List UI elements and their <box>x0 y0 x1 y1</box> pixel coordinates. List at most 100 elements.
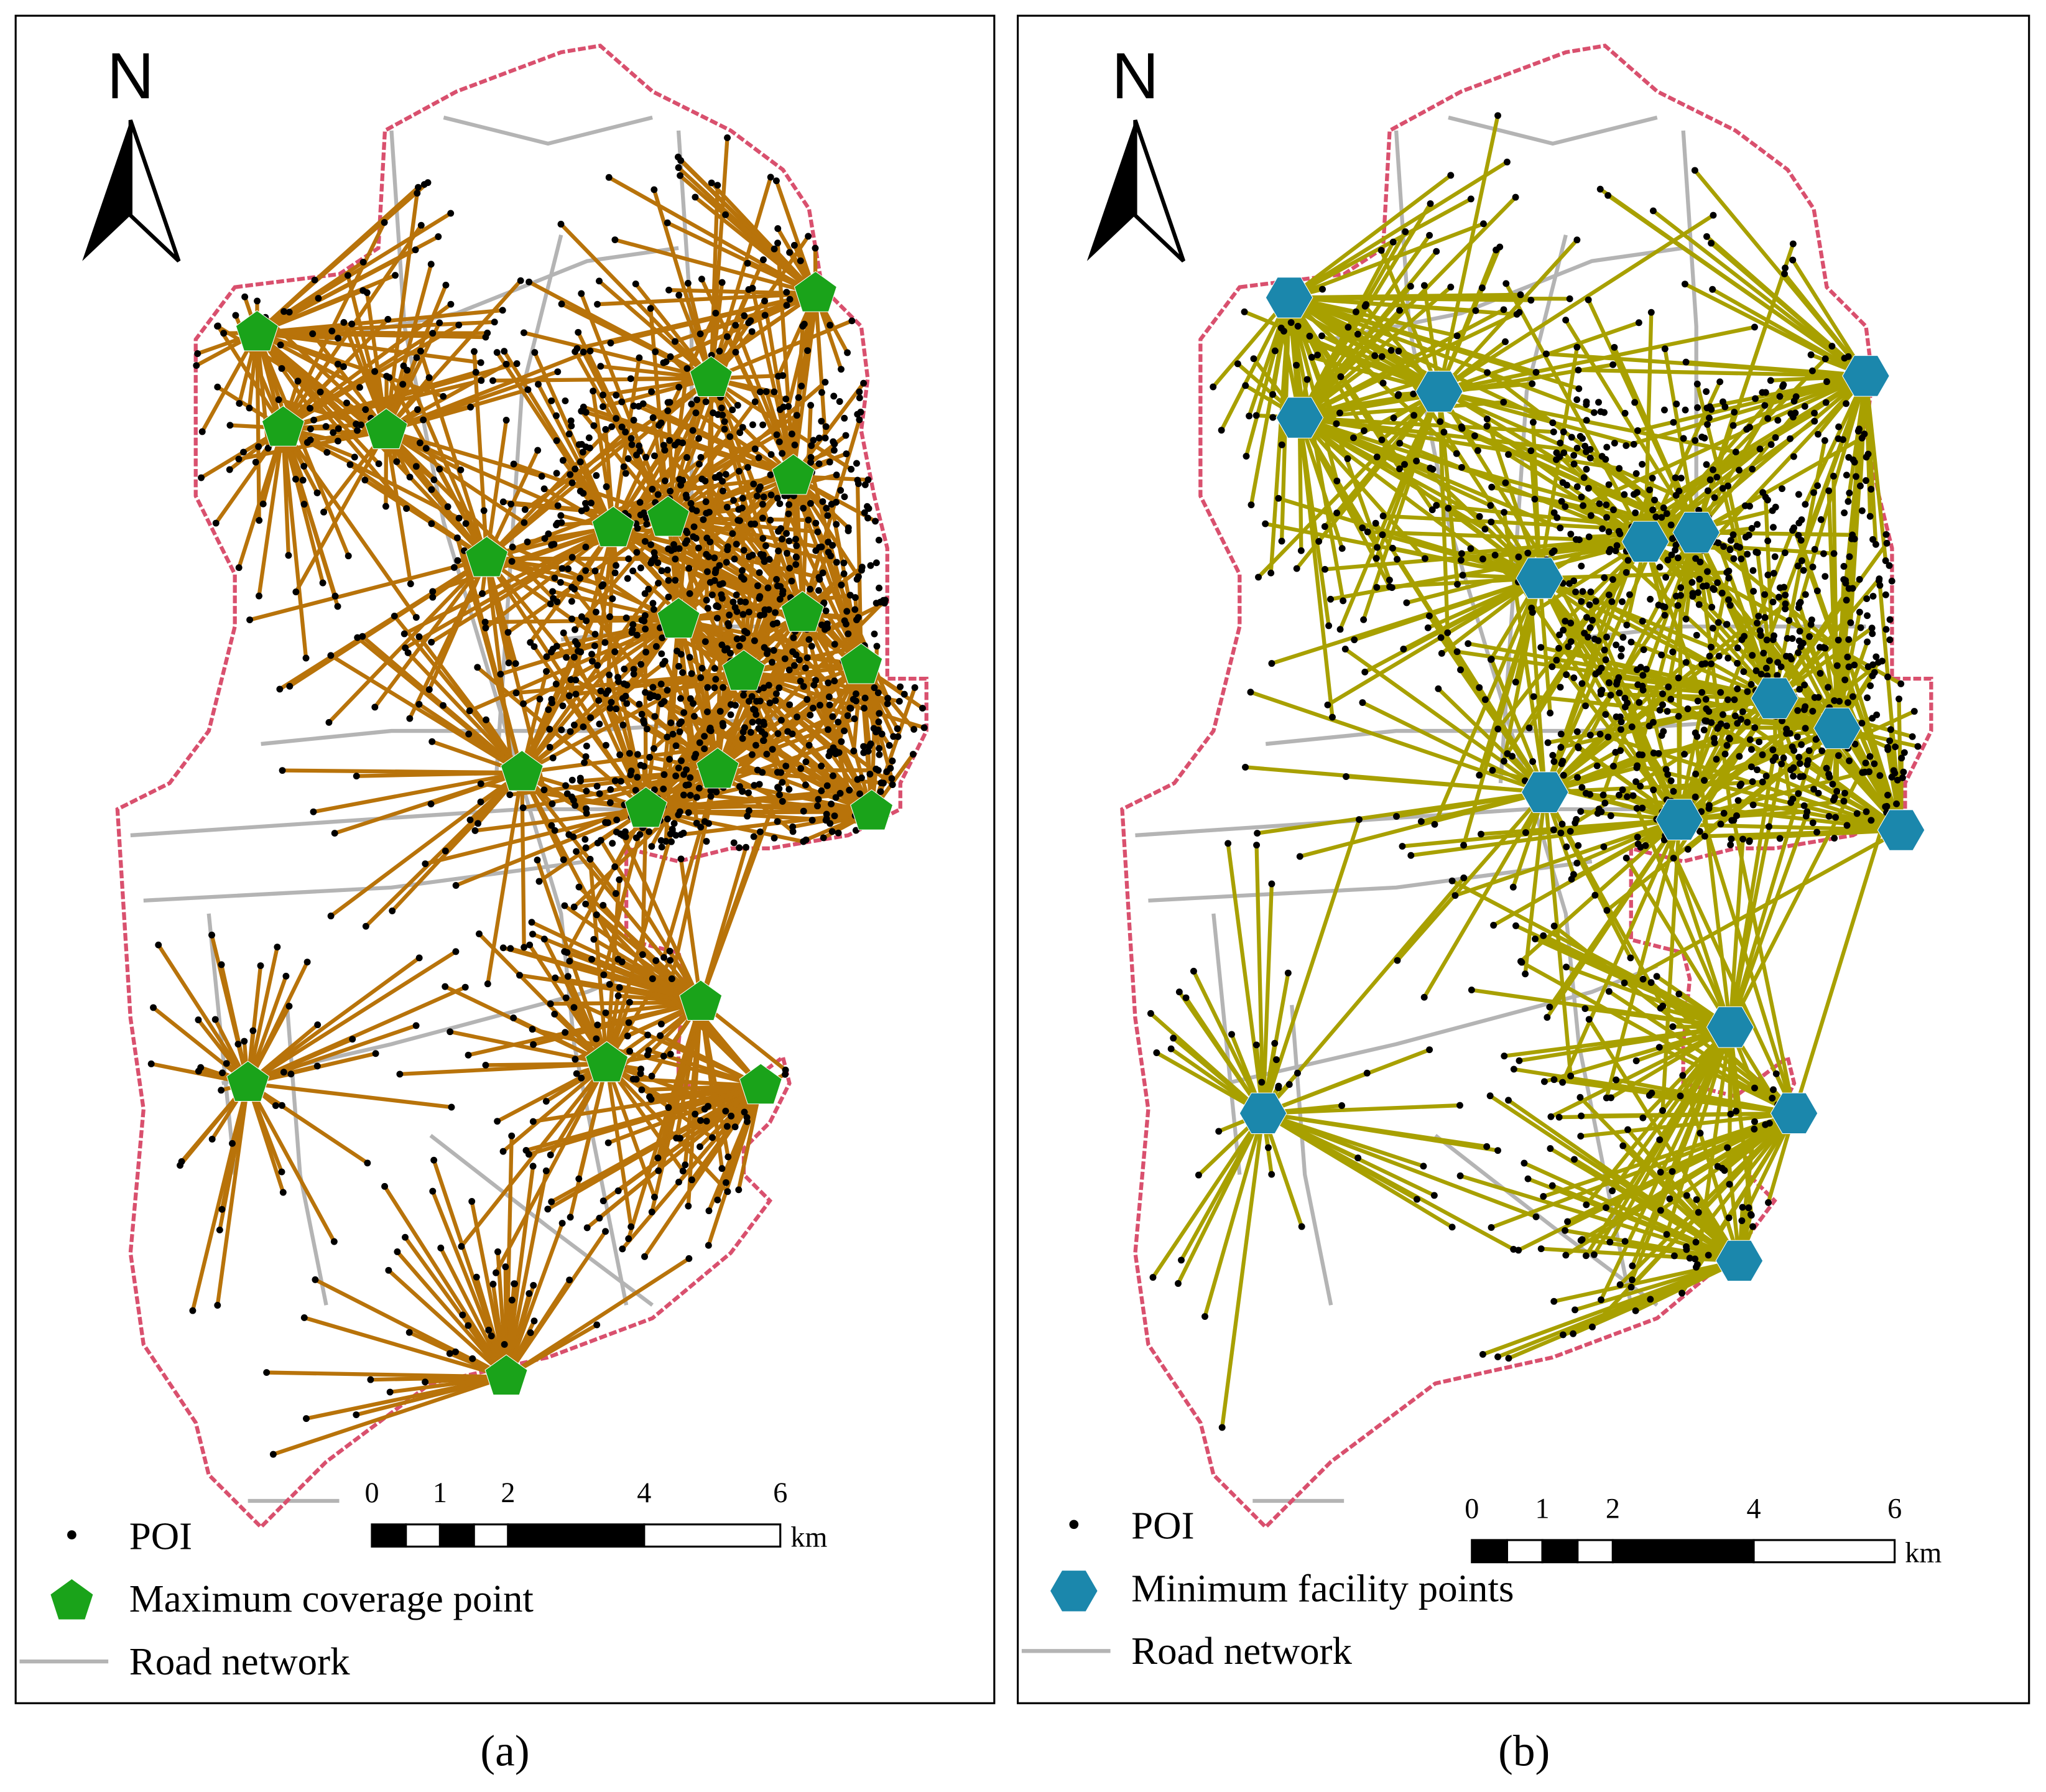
poi <box>843 450 850 458</box>
poi <box>877 598 884 606</box>
poi <box>734 516 742 524</box>
allocation-line <box>1739 717 1902 832</box>
poi <box>1705 708 1713 715</box>
poi <box>672 555 679 563</box>
poi <box>1781 270 1788 277</box>
poi <box>773 576 780 583</box>
poi <box>1275 1082 1282 1090</box>
poi <box>1613 713 1620 720</box>
poi <box>1797 537 1805 544</box>
poi <box>396 1070 404 1078</box>
poi <box>1557 730 1565 738</box>
poi <box>512 689 520 697</box>
poi <box>1774 417 1782 424</box>
poi <box>382 503 389 510</box>
poi <box>1658 651 1665 659</box>
poi <box>626 1047 634 1055</box>
poi <box>1294 322 1302 330</box>
poi <box>1559 1079 1567 1086</box>
poi <box>1845 663 1853 671</box>
allocation-line <box>505 1256 690 1379</box>
poi <box>1821 355 1829 363</box>
poi <box>1528 605 1535 612</box>
poi <box>853 575 861 583</box>
poi <box>1596 730 1604 738</box>
poi <box>572 1056 579 1063</box>
poi <box>1752 549 1760 556</box>
poi <box>1363 1069 1371 1077</box>
poi <box>1563 963 1570 971</box>
poi <box>667 488 674 495</box>
poi <box>819 569 826 577</box>
poi <box>641 537 649 545</box>
poi <box>800 683 807 690</box>
poi <box>1733 1108 1740 1115</box>
poi <box>622 470 629 477</box>
poi <box>412 614 420 621</box>
poi <box>319 579 326 587</box>
poi <box>606 705 614 712</box>
poi <box>1565 643 1572 650</box>
poi <box>876 710 883 717</box>
poi <box>1550 1298 1558 1305</box>
poi <box>764 650 771 657</box>
poi <box>580 348 587 356</box>
poi <box>1879 657 1886 665</box>
poi <box>1831 835 1838 842</box>
poi <box>844 712 851 719</box>
poi <box>1453 450 1460 457</box>
poi <box>1739 1204 1746 1211</box>
poi <box>1373 583 1381 591</box>
poi <box>1677 592 1684 599</box>
poi <box>729 530 736 537</box>
poi <box>1575 743 1582 750</box>
poi <box>547 600 554 608</box>
allocation-line <box>1410 817 1680 858</box>
allocation-line <box>1624 857 1732 1029</box>
poi <box>1743 425 1751 433</box>
poi <box>805 741 813 749</box>
allocation-line <box>1848 376 1868 623</box>
poi <box>1490 922 1497 929</box>
poi <box>1670 419 1677 426</box>
allocation-line <box>787 513 863 667</box>
poi <box>1284 969 1292 977</box>
poi <box>1512 922 1519 929</box>
allocation-line <box>504 1279 572 1378</box>
poi <box>416 439 424 447</box>
scale-bar-segment <box>507 1523 646 1548</box>
poi <box>697 824 705 831</box>
poi <box>1573 483 1581 490</box>
poi <box>626 998 633 1006</box>
poi <box>613 562 620 569</box>
poi <box>1682 659 1690 666</box>
poi <box>1744 718 1751 726</box>
poi <box>489 1281 497 1288</box>
poi <box>1724 1144 1731 1151</box>
poi <box>582 499 589 507</box>
poi <box>1596 185 1604 193</box>
poi <box>723 559 730 566</box>
poi <box>406 473 414 481</box>
poi <box>575 883 583 891</box>
poi <box>1413 1195 1420 1203</box>
poi <box>1573 236 1581 244</box>
poi <box>1550 758 1558 765</box>
poi <box>1682 358 1690 366</box>
poi <box>307 404 313 412</box>
poi <box>1649 207 1657 215</box>
poi <box>1826 773 1833 781</box>
poi <box>874 689 882 697</box>
poi <box>1656 1136 1664 1143</box>
poi <box>1607 812 1614 819</box>
poi <box>1752 395 1759 402</box>
poi <box>727 711 734 718</box>
poi <box>652 643 660 650</box>
poi <box>1595 399 1602 406</box>
poi <box>1616 689 1623 697</box>
poi <box>774 494 781 502</box>
poi <box>327 912 335 920</box>
allocation-line <box>1297 417 1345 549</box>
allocation-line <box>576 1063 609 1179</box>
poi <box>779 779 786 786</box>
